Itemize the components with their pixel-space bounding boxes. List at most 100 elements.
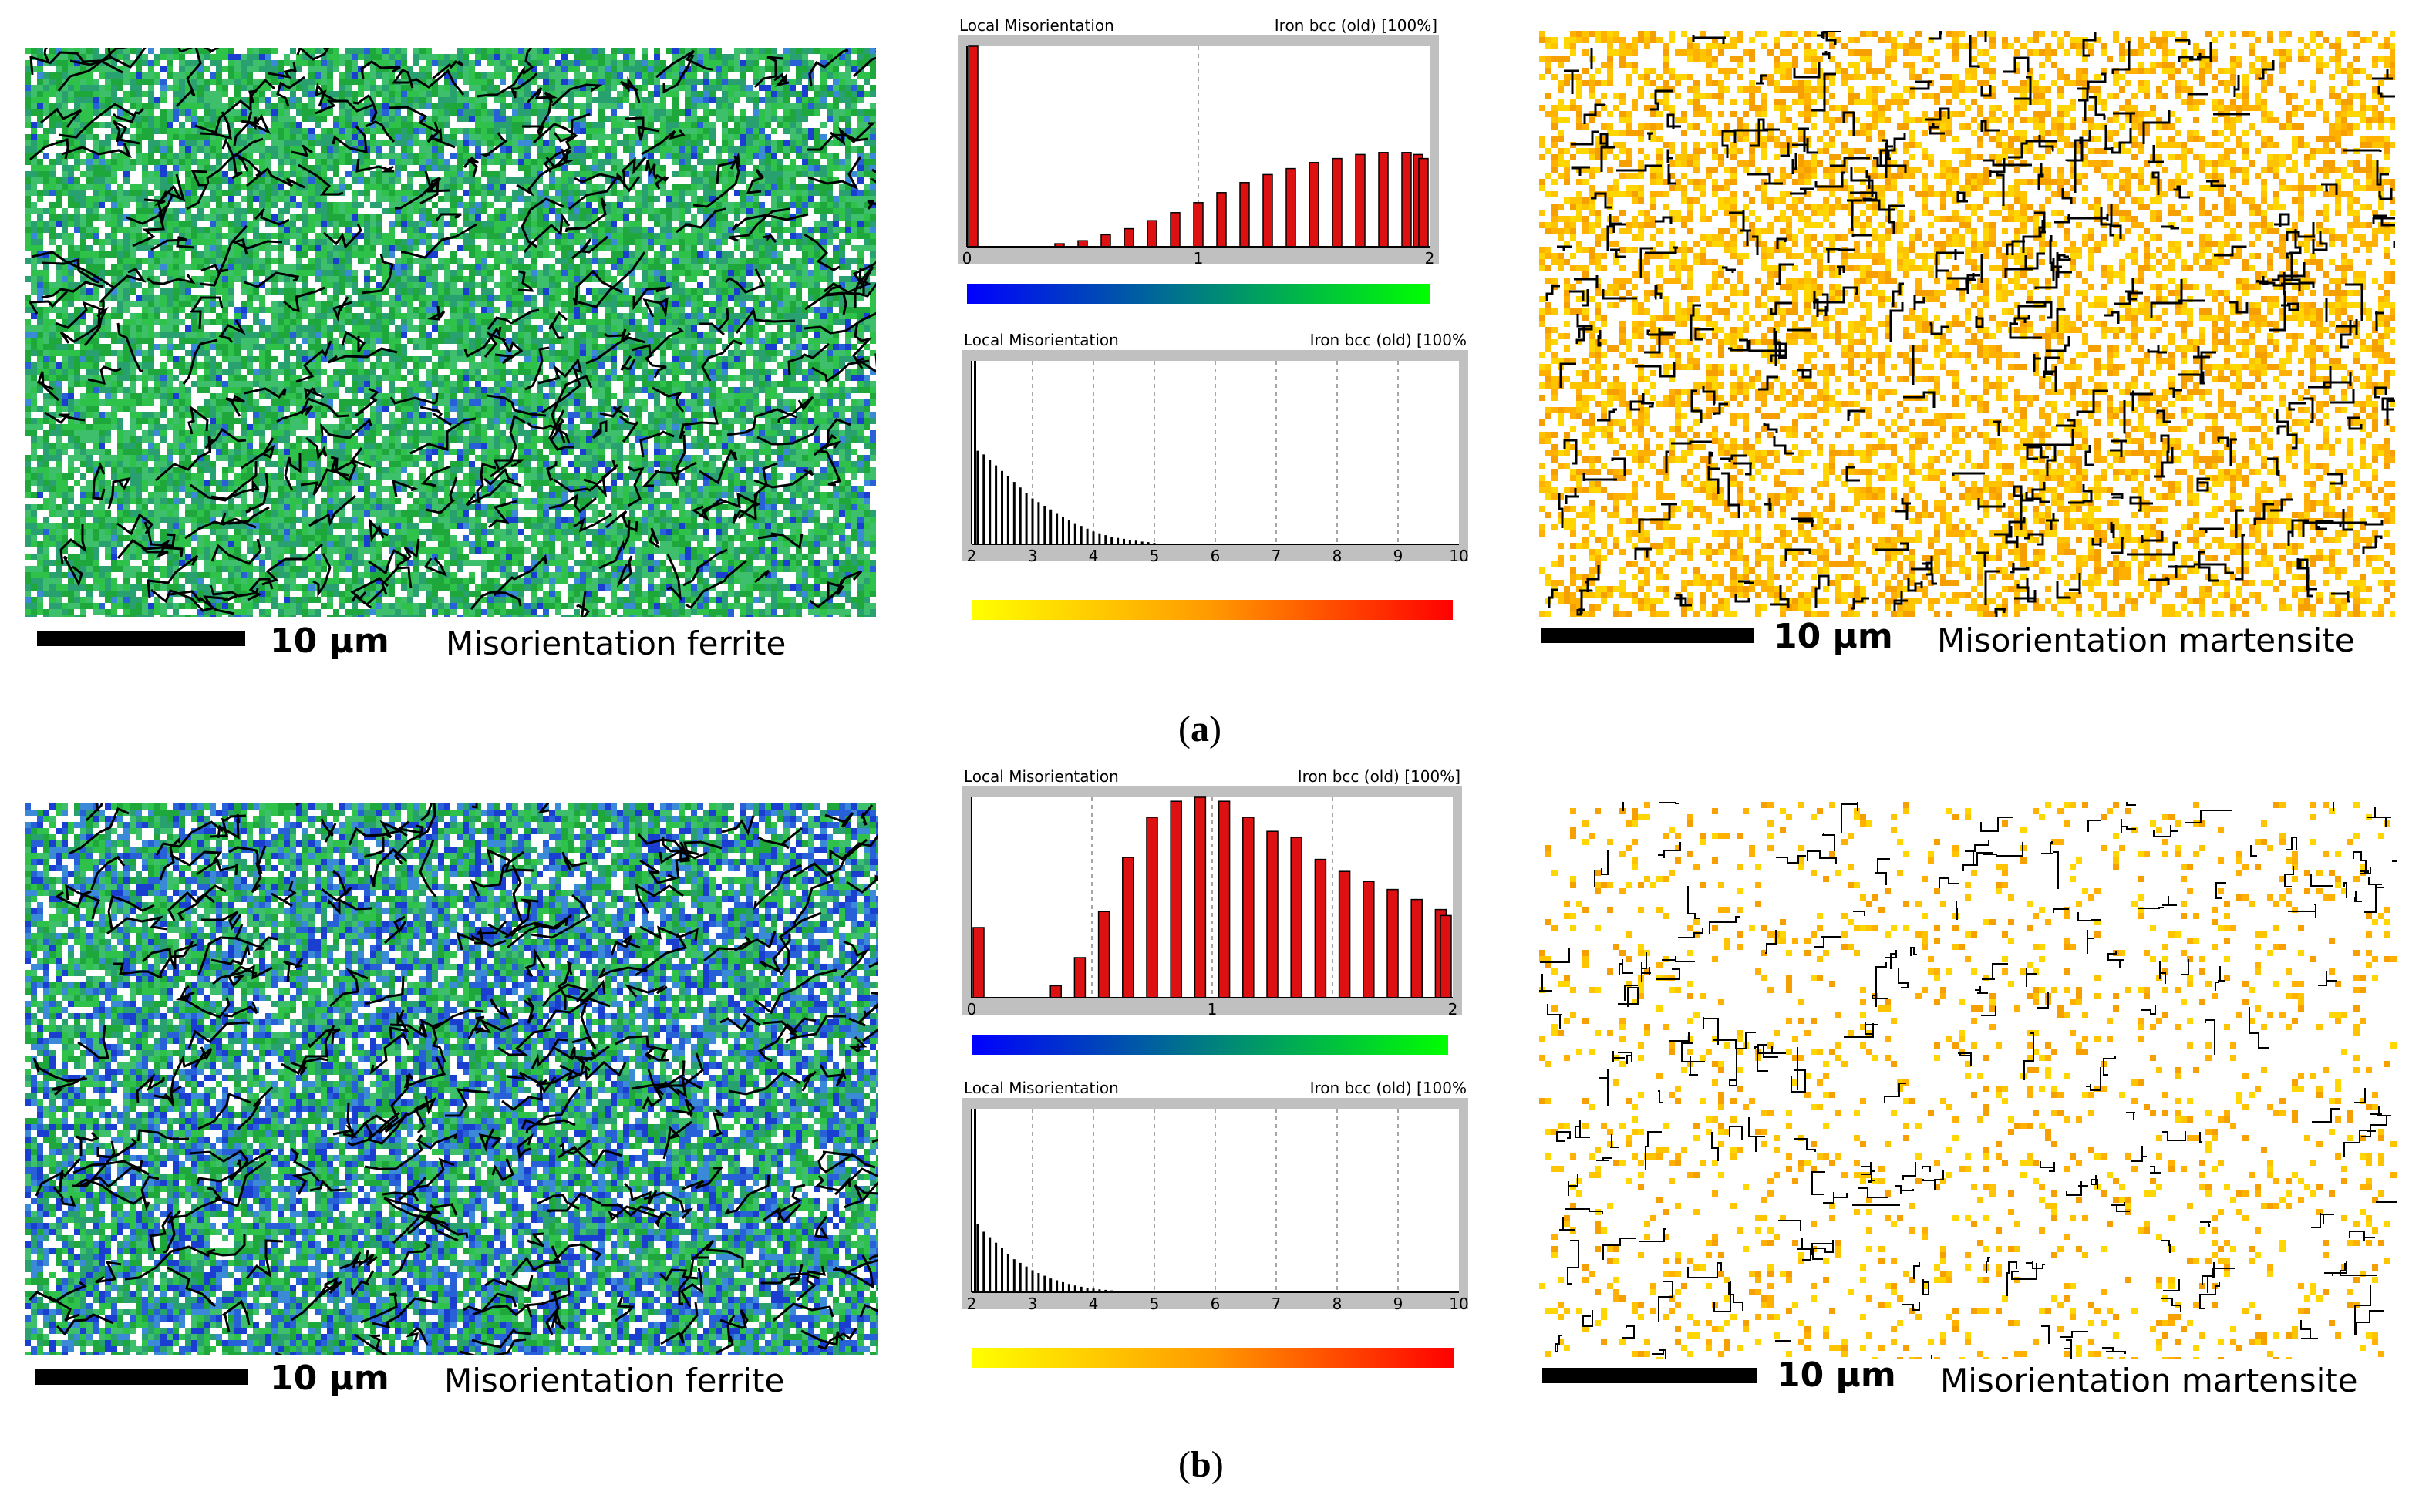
histogram-bar xyxy=(1418,157,1429,248)
histogram-title: Local Misorientation xyxy=(964,332,1119,349)
histogram-a-martensite: Local Misorientation Iron bcc (old) [100%… xyxy=(945,332,1477,632)
map-caption: Misorientation martensite xyxy=(1940,1362,2358,1399)
histogram-bar xyxy=(1086,1288,1089,1292)
histogram-bar xyxy=(1049,985,1062,998)
x-tick-label: 10 xyxy=(1449,1295,1468,1313)
histogram-phase-label: Iron bcc (old) [100%] xyxy=(1275,17,1437,35)
histogram-bar xyxy=(976,1224,979,1292)
histogram-bar xyxy=(1104,535,1107,544)
histogram-bar xyxy=(1170,800,1182,998)
histogram-bar xyxy=(1043,1275,1046,1292)
histogram-bar xyxy=(1134,540,1137,544)
histogram-bar xyxy=(995,465,998,544)
histogram-bar xyxy=(1062,1281,1064,1292)
histogram-bar xyxy=(972,927,985,998)
x-tick-label: 2 xyxy=(967,547,977,565)
histogram-bar xyxy=(1067,1284,1070,1292)
histogram-bar xyxy=(1031,1270,1034,1292)
histogram-bar xyxy=(1242,817,1255,998)
x-tick-label: 6 xyxy=(1211,1295,1221,1313)
histogram-bar xyxy=(1110,1290,1113,1292)
histogram-bar xyxy=(1086,528,1089,544)
x-tick-label: 5 xyxy=(1150,1295,1160,1313)
scale-label: 10 µm xyxy=(270,1359,389,1398)
histogram-bar xyxy=(1049,1278,1053,1292)
histogram-bar xyxy=(1410,898,1423,998)
histogram-bar xyxy=(1262,173,1273,248)
histogram-bar xyxy=(1080,526,1083,544)
histogram-bar xyxy=(1097,911,1110,998)
histogram-bar xyxy=(1100,234,1111,248)
histogram-bar xyxy=(1092,531,1095,544)
histogram-bar xyxy=(974,361,976,544)
histogram-bar xyxy=(1073,523,1076,544)
histogram-bar xyxy=(1001,1248,1003,1292)
x-tick-label: 8 xyxy=(1332,1295,1343,1313)
histogram-bar xyxy=(1037,502,1040,544)
histogram-bar xyxy=(1193,202,1204,248)
map-b-martensite xyxy=(1539,802,2397,1359)
histogram-bar xyxy=(1098,1289,1101,1292)
x-tick-label: 3 xyxy=(1028,1295,1038,1313)
ebsd-map-image xyxy=(1539,31,2395,617)
histogram-bar xyxy=(1049,509,1053,544)
histogram-title: Local Misorientation xyxy=(964,768,1119,786)
map-caption: Misorientation ferrite xyxy=(444,1362,784,1399)
histogram-bar xyxy=(1037,1273,1040,1292)
histogram-bar xyxy=(1128,540,1131,544)
x-tick-label: 2 xyxy=(967,1295,977,1313)
histogram-bar xyxy=(974,1109,976,1292)
histogram-b-ferrite: Local Misorientation Iron bcc (old) [100%… xyxy=(945,768,1470,1069)
histogram-b-martensite: Local Misorientation Iron bcc (old) [100%… xyxy=(945,1079,1477,1380)
histogram-bar xyxy=(1073,957,1087,998)
x-tick-label: 1 xyxy=(1208,1000,1218,1019)
histogram-bar xyxy=(1006,1254,1009,1292)
histogram-bar xyxy=(1043,506,1046,544)
histogram-bar xyxy=(1098,533,1101,544)
scale-bar xyxy=(1541,628,1754,643)
scale-bar xyxy=(37,631,245,646)
histogram-bar xyxy=(982,454,985,544)
histogram-bar xyxy=(1194,796,1207,998)
x-tick-label: 6 xyxy=(1211,547,1221,565)
color-scale-bar xyxy=(972,1348,1454,1368)
histogram-bar xyxy=(1062,517,1064,544)
x-tick-label: 5 xyxy=(1150,547,1160,565)
histogram-chart: Local Misorientation Iron bcc (old) [100%… xyxy=(962,1079,1469,1368)
histogram-phase-label: Iron bcc (old) [100%] xyxy=(1298,768,1460,786)
x-tick-label: 9 xyxy=(1393,1295,1403,1313)
histogram-bar xyxy=(1314,858,1327,998)
histogram-bar xyxy=(1147,542,1150,544)
histogram-bar xyxy=(1092,1288,1095,1292)
histogram-title: Local Misorientation xyxy=(959,17,1114,35)
histogram-bar xyxy=(1440,914,1452,998)
histogram-bar xyxy=(1077,240,1088,248)
x-tick-label: 1 xyxy=(1194,249,1204,268)
x-tick-label: 10 xyxy=(1449,547,1468,565)
histogram-bar xyxy=(1146,817,1158,998)
histogram-bar xyxy=(1140,541,1144,544)
scale-label: 10 µm xyxy=(1777,1355,1896,1395)
x-tick-label: 3 xyxy=(1028,547,1038,565)
scale-bar xyxy=(1542,1368,1757,1383)
histogram-bar xyxy=(1332,157,1343,248)
color-scale-bar xyxy=(972,600,1453,620)
plot-area xyxy=(972,361,1459,544)
x-tick-label: 9 xyxy=(1393,547,1403,565)
x-tick-label: 2 xyxy=(1448,1000,1458,1019)
x-tick-label: 0 xyxy=(962,249,972,268)
histogram-bar xyxy=(1386,888,1399,998)
histogram-bar xyxy=(1239,182,1250,248)
scale-bar xyxy=(35,1369,248,1385)
histogram-bar xyxy=(1056,513,1059,544)
x-tick-label: 2 xyxy=(1425,249,1435,268)
histogram-bar xyxy=(1073,1285,1076,1292)
histogram-bar xyxy=(1080,1286,1083,1292)
histogram-bar xyxy=(1104,1289,1107,1292)
histogram-bar xyxy=(1123,538,1125,544)
histogram-bar xyxy=(989,460,992,544)
histogram-phase-label: Iron bcc (old) [100% xyxy=(1310,1079,1467,1097)
histogram-chart: Local Misorientation Iron bcc (old) [100%… xyxy=(962,332,1469,620)
plot-area xyxy=(972,1109,1459,1292)
histogram-bar xyxy=(1378,152,1389,248)
